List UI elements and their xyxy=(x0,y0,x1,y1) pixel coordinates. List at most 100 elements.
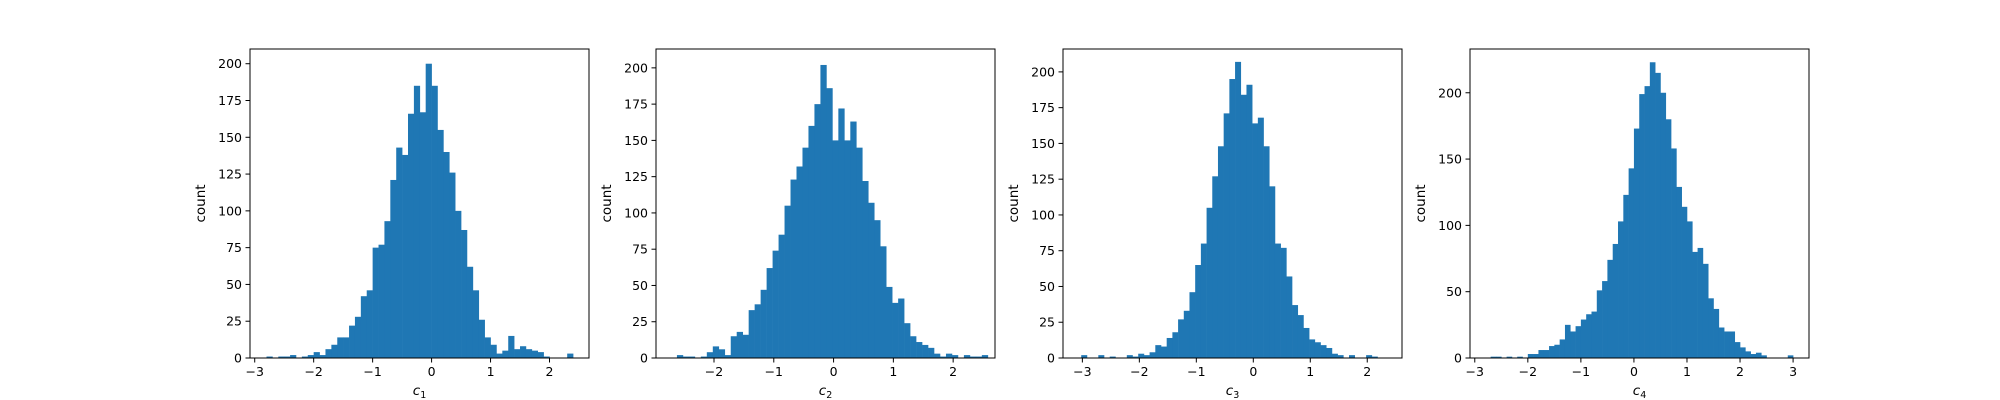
x-tick-label: 0 xyxy=(1630,364,1638,379)
histogram-bar xyxy=(868,202,875,358)
x-tick-label: −3 xyxy=(1073,364,1091,379)
x-axis-label: c1 xyxy=(413,383,426,400)
histogram-bar xyxy=(1692,251,1698,358)
x-tick-label: −2 xyxy=(1519,364,1537,379)
histogram-bar xyxy=(1586,314,1592,358)
histogram-bar xyxy=(910,336,917,358)
histogram-bars xyxy=(1081,61,1378,359)
histogram-bar xyxy=(712,346,720,358)
y-axis-label: count xyxy=(1413,184,1429,222)
histogram-bars xyxy=(676,64,989,359)
histogram-bar xyxy=(1713,308,1720,358)
histogram-bar xyxy=(390,179,397,358)
histogram-bar xyxy=(1138,353,1145,358)
histogram-bar xyxy=(981,355,989,358)
histogram-bar xyxy=(1559,339,1566,358)
histogram-bar xyxy=(1206,207,1213,358)
histogram-bar xyxy=(331,344,338,358)
histogram-bar xyxy=(1195,265,1202,358)
y-tick-label: 100 xyxy=(624,205,648,220)
y-tick-label: 25 xyxy=(632,314,648,329)
x-tick-label: 3 xyxy=(1789,364,1797,379)
histogram-bar xyxy=(808,125,815,358)
y-tick-label: 25 xyxy=(1039,315,1055,330)
y-tick-label: 200 xyxy=(624,60,648,75)
histogram-bar xyxy=(1217,146,1224,358)
histogram-bar xyxy=(682,356,690,358)
histogram-bar xyxy=(343,337,350,358)
histogram-bar xyxy=(1787,355,1794,358)
histogram-bar xyxy=(784,205,791,358)
histogram-bar xyxy=(402,154,409,358)
histogram-bar xyxy=(1755,352,1762,358)
histogram-panel-c1: −3 −2 −1 0 1 2 0 25 50 75 100 125 150 175 200 c1 count xyxy=(193,48,590,400)
histogram-bar xyxy=(1671,148,1677,358)
histogram-bar xyxy=(1740,347,1746,358)
y-tick-label: 125 xyxy=(1031,172,1055,187)
histogram-bar xyxy=(1697,247,1704,358)
y-tick-label: 125 xyxy=(624,169,648,184)
histogram-bar xyxy=(1081,355,1088,358)
histogram-bar xyxy=(1538,350,1545,358)
y-tick-label: 25 xyxy=(226,314,242,329)
x-tick-label: −3 xyxy=(1466,364,1484,379)
histogram-bar xyxy=(1628,168,1635,358)
y-tick-label: 175 xyxy=(624,97,648,112)
histogram-bar xyxy=(772,250,779,358)
histogram-bar xyxy=(425,63,432,359)
histogram-bar xyxy=(484,337,491,358)
histogram-bar xyxy=(1326,347,1333,358)
axes-frame xyxy=(249,48,590,359)
histogram-bar xyxy=(1554,344,1560,358)
x-tick-label: 0 xyxy=(428,364,436,379)
histogram-bar xyxy=(431,85,438,358)
histogram-bar xyxy=(1686,221,1693,358)
y-tick-label: 150 xyxy=(218,130,242,145)
histogram-bar xyxy=(1246,84,1253,358)
histogram-bar xyxy=(1263,146,1270,358)
x-tick-label: 0 xyxy=(1249,364,1257,379)
histogram-bar xyxy=(531,350,539,358)
histogram-bar xyxy=(1570,331,1576,358)
histogram-bar xyxy=(718,349,726,358)
histogram-bar xyxy=(313,352,320,358)
y-tick-label: 175 xyxy=(1031,100,1055,115)
histogram-bar xyxy=(455,210,462,358)
x-axis-label: c4 xyxy=(1633,383,1646,400)
histogram-bar xyxy=(290,355,297,358)
x-tick-label: −1 xyxy=(363,364,381,379)
histogram-bar xyxy=(778,234,785,358)
histogram-bar xyxy=(496,353,503,358)
histogram-bars xyxy=(1490,62,1794,359)
histogram-bar xyxy=(384,221,391,358)
histogram-bar xyxy=(1280,247,1287,358)
histogram-bar xyxy=(461,229,468,358)
histogram-bar xyxy=(1320,345,1327,359)
x-tick-label: 2 xyxy=(949,364,957,379)
histogram-bar xyxy=(437,129,444,358)
axes-frame xyxy=(1469,48,1810,359)
x-tick-label: −3 xyxy=(245,364,263,379)
histogram-bar xyxy=(934,353,941,358)
histogram-bar xyxy=(1161,346,1167,358)
y-tick-label: 125 xyxy=(218,167,242,182)
histogram-bar xyxy=(688,356,696,358)
histogram-bar xyxy=(360,296,368,358)
histogram-bar xyxy=(1543,350,1550,358)
histogram-bar xyxy=(1149,352,1156,358)
histogram-bar xyxy=(478,319,485,358)
histogram-bar xyxy=(466,266,474,358)
histogram-bar xyxy=(1596,290,1603,358)
histogram-bar xyxy=(1681,206,1688,358)
y-tick-label: 50 xyxy=(1446,284,1462,299)
histogram-bar xyxy=(1660,92,1667,358)
histogram-bar xyxy=(1734,342,1741,358)
histogram-bar xyxy=(396,147,403,358)
histogram-bar xyxy=(898,298,905,358)
x-axis-label: c3 xyxy=(1226,383,1239,400)
y-tick-label: 0 xyxy=(640,351,648,366)
y-tick-label: 200 xyxy=(218,56,242,71)
histogram-bar xyxy=(1724,331,1730,358)
histogram-bar xyxy=(502,350,509,358)
histogram-bar xyxy=(1366,355,1373,358)
